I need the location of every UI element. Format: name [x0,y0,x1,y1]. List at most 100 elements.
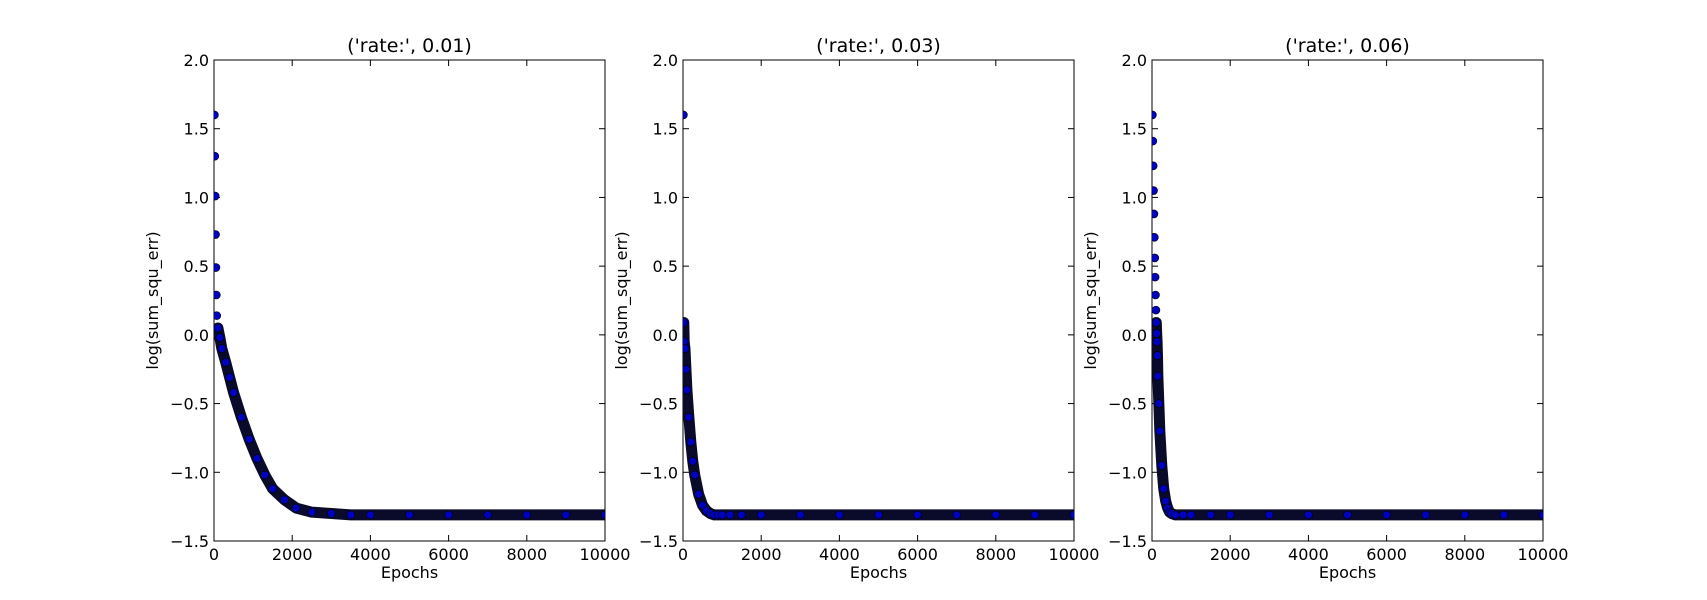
data-point [291,503,301,513]
data-point [952,510,962,520]
data-point [1421,510,1430,520]
data-point [1460,510,1470,520]
data-point [683,385,692,395]
data-point [874,510,883,520]
data-point [214,110,219,120]
data-point [366,510,375,520]
y-tick-label: 0.5 [653,257,678,276]
data-point [600,510,605,520]
y-tick-label: −1.5 [1108,532,1147,551]
data-point [1382,510,1391,520]
y-tick-label: −1.0 [1108,463,1147,482]
x-tick-label: 0 [1147,545,1157,564]
data-point [214,263,221,272]
x-tick-label: 2000 [272,545,313,564]
data-point [214,151,220,161]
data-point [683,110,688,120]
y-axis-label: log(sum_squ_err) [1081,231,1101,369]
data-point [1154,399,1164,408]
y-tick-label: 0.0 [184,326,209,345]
y-axis-label: log(sum_squ_err) [612,231,632,369]
data-point [1152,161,1158,171]
data-point [244,435,254,444]
data-point [1152,272,1160,282]
x-axis-label: Epochs [1319,563,1376,582]
data-point [725,510,735,520]
x-tick-label: 10000 [1518,545,1569,564]
x-tick-label: 8000 [506,545,547,564]
chart-title: ('rate:', 0.06) [1285,35,1410,57]
data-point [1152,290,1160,300]
y-tick-label: 1.5 [184,120,209,139]
data-point [1178,510,1188,520]
y-tick-label: −1.5 [639,532,678,551]
data-point [1152,186,1158,195]
y-tick-label: 1.0 [653,188,678,207]
series-1 [214,110,605,521]
y-tick-label: −1.0 [170,463,209,482]
data-point [1152,337,1162,347]
data-point [683,318,689,327]
data-point [260,470,270,480]
x-tick-label: 4000 [1288,545,1329,564]
y-tick-label: −1.5 [170,532,209,551]
data-point [1343,510,1352,520]
y-tick-label: 0.5 [1122,257,1147,276]
data-point [1186,510,1196,520]
data-point [217,344,227,353]
x-tick-label: 8000 [1444,545,1485,564]
x-tick-label: 6000 [897,545,938,564]
data-point [756,510,766,520]
data-point [1153,351,1162,360]
x-tick-label: 2000 [1210,545,1251,564]
data-point [1152,318,1161,327]
plot-area [682,59,1075,542]
data-point [1225,510,1235,520]
data-point [307,507,317,517]
data-point [684,413,694,422]
y-tick-label: 1.0 [184,188,209,207]
y-tick-label: −0.5 [639,395,678,414]
data-point [913,510,922,520]
data-point [1069,510,1074,520]
data-point [1152,136,1158,146]
data-point [229,388,238,397]
data-point [690,470,700,480]
plot-area [1151,59,1544,542]
data-point [1152,232,1159,242]
data-point [1206,510,1215,520]
data-point [561,510,571,520]
data-point [221,358,231,367]
data-point [268,484,277,494]
data-point [991,510,1001,520]
y-tick-label: 2.0 [653,51,678,70]
data-point [214,311,222,320]
y-tick-label: 2.0 [1122,51,1147,70]
data-point [252,454,262,463]
y-tick-label: −1.0 [639,463,678,482]
x-tick-label: 6000 [1366,545,1407,564]
data-point [225,373,234,382]
x-tick-label: 4000 [350,545,391,564]
data-point [1157,461,1167,470]
data-point [1159,484,1169,494]
data-point [835,510,844,520]
data-point [405,510,414,520]
x-tick-label: 0 [678,545,688,564]
plot-area [213,59,606,542]
data-point [1153,371,1163,381]
x-tick-label: 2000 [741,545,782,564]
data-point [686,437,696,447]
subplot-2: ('rate:', 0.03) 0 2000 4000 6000 8000 10000 −1.… [612,35,1099,582]
x-axis-label: Epochs [381,563,438,582]
data-point [1152,253,1160,263]
y-tick-label: 0.5 [184,257,209,276]
y-tick-label: 2.0 [184,51,209,70]
data-point [1152,209,1159,219]
subplot-3: ('rate:', 0.06) 0 2000 4000 6000 8000 10000 −1.… [1081,35,1568,582]
y-tick-label: 0.0 [653,326,678,345]
data-point [683,364,691,374]
x-tick-label: 6000 [428,545,469,564]
y-tick-label: 1.0 [1122,188,1147,207]
